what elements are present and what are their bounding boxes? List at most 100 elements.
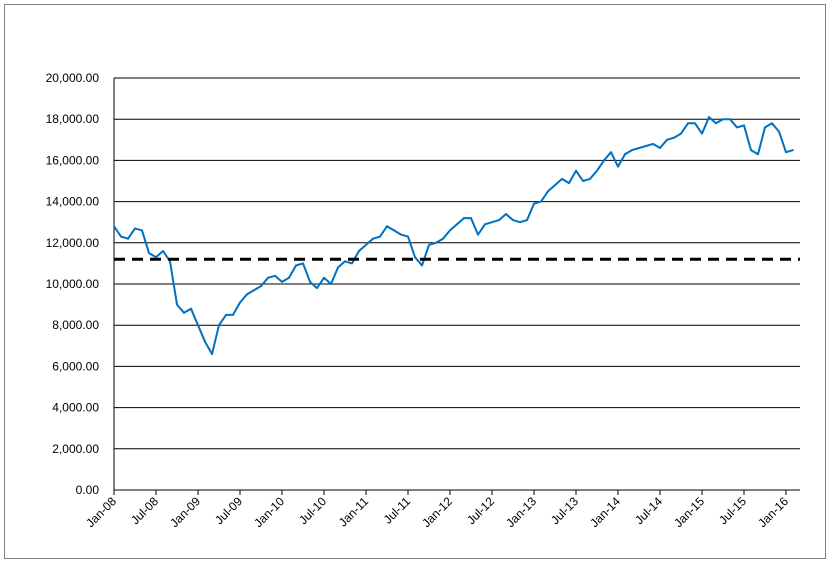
data-point — [477, 233, 479, 236]
data-point — [645, 145, 647, 147]
data-point — [470, 217, 472, 220]
x-tick-label: Jul-08 — [128, 494, 161, 527]
data-point — [267, 276, 269, 279]
data-point — [624, 153, 626, 156]
data-point — [162, 250, 164, 252]
x-tick-label: Jul-15 — [716, 494, 749, 527]
data-point — [673, 136, 675, 139]
chart-frame — [4, 4, 826, 559]
data-point — [652, 143, 654, 145]
x-tick-label: Jul-13 — [548, 494, 581, 527]
data-point — [722, 118, 724, 121]
x-axis-ticks: Jan-08 Jul-08 Jan-09 Jul-09 Jan-10 Jul-10 Jan-… — [83, 490, 791, 530]
data-point — [596, 169, 598, 172]
data-point — [344, 260, 346, 263]
data-point — [750, 149, 752, 152]
data-point — [771, 122, 773, 125]
axes — [113, 78, 800, 491]
data-point — [393, 229, 395, 232]
y-tick-label: 12,000.00 — [46, 236, 100, 250]
data-point — [148, 252, 150, 255]
data-point — [498, 219, 500, 222]
data-point — [484, 223, 486, 226]
y-tick-label: 6,000.00 — [52, 359, 99, 373]
y-tick-label: 8,000.00 — [52, 318, 99, 332]
data-point — [631, 149, 633, 152]
data-point — [617, 165, 619, 168]
y-axis-ticks: 0.00 2,000.00 4,000.00 6,000.00 8,000.00 10,0… — [46, 71, 100, 497]
series-layer — [113, 116, 800, 355]
data-point — [421, 264, 423, 267]
data-point — [225, 314, 227, 316]
data-point — [568, 182, 570, 185]
data-point — [302, 262, 304, 265]
data-point — [638, 147, 640, 149]
y-tick-label: 10,000.00 — [46, 277, 100, 291]
data-point — [197, 324, 199, 327]
data-point — [288, 276, 290, 279]
data-point — [554, 184, 556, 187]
data-point — [687, 122, 689, 125]
data-point — [309, 281, 311, 283]
data-point — [764, 126, 766, 129]
data-point — [176, 303, 178, 306]
data-point — [330, 283, 332, 285]
x-tick-label: Jan-12 — [419, 494, 455, 530]
y-tick-label: 4,000.00 — [52, 401, 99, 415]
x-tick-label: Jul-09 — [212, 494, 245, 527]
x-tick-label: Jan-15 — [671, 494, 707, 530]
y-tick-label: 18,000.00 — [46, 112, 100, 126]
data-point — [743, 124, 745, 127]
data-point — [701, 132, 703, 135]
data-point — [239, 301, 241, 304]
data-point — [694, 122, 696, 125]
data-point — [365, 244, 367, 246]
data-point — [358, 250, 360, 252]
x-tick-label: Jan-13 — [503, 494, 539, 530]
data-point — [512, 219, 514, 222]
y-tick-label: 2,000.00 — [52, 442, 99, 456]
data-point — [260, 285, 262, 287]
data-point — [218, 324, 220, 327]
data-point — [211, 353, 213, 355]
y-tick-label: 16,000.00 — [46, 153, 100, 167]
data-point — [540, 200, 542, 203]
data-point — [400, 233, 402, 236]
data-point — [519, 221, 521, 224]
data-point — [141, 229, 143, 232]
data-point — [778, 130, 780, 133]
x-tick-label: Jul-12 — [464, 494, 497, 527]
data-point — [253, 289, 255, 292]
y-tick-label: 0.00 — [76, 483, 100, 497]
data-point — [561, 178, 563, 180]
y-tick-label: 14,000.00 — [46, 195, 100, 209]
data-point — [281, 281, 283, 283]
data-point — [526, 219, 528, 222]
x-tick-label: Jan-14 — [587, 494, 623, 530]
data-point — [316, 287, 318, 289]
x-tick-label: Jan-09 — [167, 494, 203, 530]
x-tick-label: Jan-10 — [251, 494, 287, 530]
x-tick-label: Jul-11 — [381, 494, 414, 527]
data-point — [155, 256, 157, 259]
data-point — [428, 244, 430, 246]
x-tick-label: Jan-11 — [336, 494, 371, 529]
data-point — [449, 229, 451, 232]
data-point — [379, 235, 381, 238]
data-point — [785, 151, 787, 154]
data-point — [715, 122, 717, 125]
data-point — [183, 311, 185, 314]
data-point — [505, 213, 507, 215]
data-point — [589, 178, 591, 180]
data-point — [792, 149, 794, 152]
data-point — [463, 217, 465, 220]
data-point — [204, 340, 206, 343]
x-tick-label: Jan-16 — [755, 494, 791, 530]
data-point — [491, 221, 493, 224]
data-point — [337, 266, 339, 269]
data-point — [274, 274, 276, 277]
data-point — [134, 227, 136, 230]
data-point — [659, 147, 661, 149]
data-point — [351, 262, 353, 265]
